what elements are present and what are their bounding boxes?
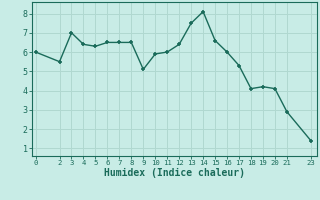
X-axis label: Humidex (Indice chaleur): Humidex (Indice chaleur) [104,168,245,178]
